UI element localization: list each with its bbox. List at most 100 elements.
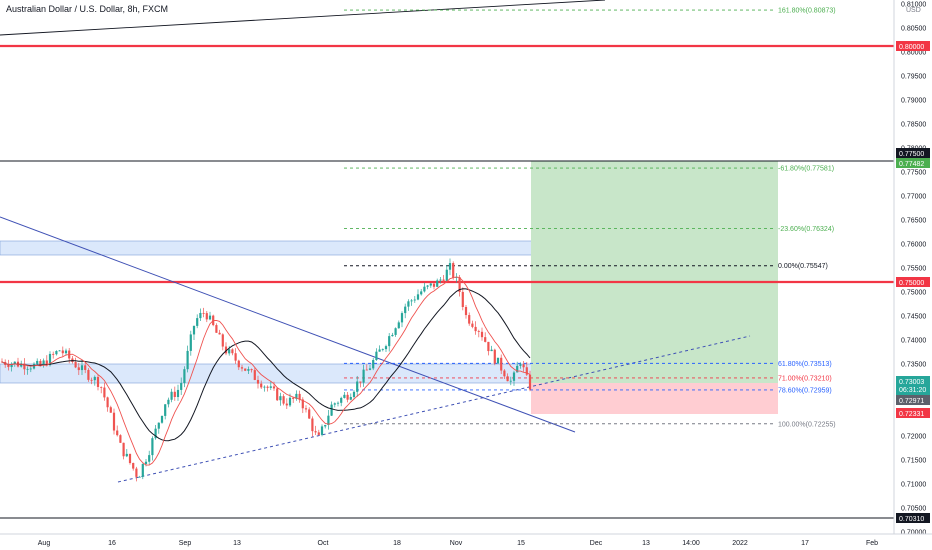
candle-body	[464, 307, 468, 316]
candle-body	[74, 362, 77, 368]
fib-level-label: 100.00%(0.72255)	[778, 421, 836, 428]
candle-body	[119, 435, 122, 443]
candle-body	[48, 353, 52, 366]
candle-body	[154, 428, 157, 439]
candle-body	[468, 315, 471, 324]
candle-body	[64, 350, 68, 354]
candle-body	[84, 365, 87, 370]
price-tick-label: 0.74000	[901, 338, 926, 345]
candle-body	[461, 291, 464, 308]
time-tick-label: 2022	[732, 540, 748, 547]
candle-body	[263, 386, 266, 388]
price-tick-label: 0.75000	[901, 290, 926, 297]
time-tick-label: Aug	[38, 540, 51, 547]
candle-body	[106, 397, 109, 408]
price-tick-label: 0.80000	[901, 50, 926, 57]
candle-body	[356, 381, 359, 392]
fib-level-label: -23.60%(0.76324)	[778, 226, 834, 233]
candle-body	[93, 376, 96, 381]
time-tick-label: Dec	[590, 540, 603, 547]
candle-body	[420, 291, 423, 295]
candle-body	[244, 368, 247, 371]
candle-body	[410, 300, 413, 302]
candle-body	[109, 407, 112, 413]
price-tick-label: 0.75500	[901, 266, 926, 273]
candle-body	[528, 374, 532, 390]
candle-body	[183, 369, 186, 384]
candle-body	[240, 367, 244, 369]
candle-body	[116, 430, 119, 436]
candle-body	[314, 431, 317, 433]
candle-body	[234, 353, 237, 361]
candle-body	[276, 388, 279, 401]
time-tick-label: Nov	[450, 540, 463, 547]
candle-body	[493, 349, 496, 364]
time-tick-label: Oct	[318, 540, 329, 547]
candle-body	[295, 393, 298, 399]
candle-body	[388, 336, 391, 347]
candle-body	[525, 367, 528, 375]
candle-body	[170, 391, 173, 400]
candle-body	[176, 389, 180, 398]
candle-body	[394, 328, 397, 335]
candle-body	[167, 399, 170, 405]
candle-body	[429, 283, 432, 286]
price-tick-label: 0.78500	[901, 122, 926, 129]
candle-body	[45, 360, 48, 366]
candle-body	[189, 334, 192, 351]
candle-body	[343, 394, 346, 398]
candle-body	[500, 357, 503, 371]
candle-body	[445, 269, 448, 281]
moving-average-fast	[1, 276, 531, 466]
candle-body	[141, 463, 144, 477]
svg-text:0.70310: 0.70310	[899, 516, 924, 523]
candle-body	[384, 346, 388, 350]
price-axis[interactable]	[894, 0, 932, 534]
last-price-tag: 0.73003 06:31:20	[896, 376, 930, 395]
price-tag-07748: 0.77482	[896, 158, 930, 168]
candle-body	[157, 422, 160, 429]
price-tick-label: 0.74500	[901, 314, 926, 321]
candle-body	[346, 394, 349, 400]
candle-body	[256, 379, 260, 384]
candle-body	[20, 363, 23, 367]
candle-body	[90, 379, 93, 381]
candle-body	[42, 360, 45, 366]
price-tag-0775: 0.77500	[896, 148, 930, 158]
candle-body	[253, 370, 256, 380]
price-tick-label: 0.79500	[901, 74, 926, 81]
price-tick-label: 0.73500	[901, 362, 926, 369]
candle-body	[404, 306, 407, 314]
time-tick-label: Sep	[179, 540, 192, 547]
candle-body	[391, 334, 394, 337]
price-tick-label: 0.70000	[901, 530, 926, 537]
candle-body	[413, 299, 416, 301]
candle-body	[378, 349, 381, 352]
candle-body	[474, 326, 477, 332]
demand-zone-lower	[0, 363, 536, 384]
svg-text:0.73003: 0.73003	[899, 379, 924, 386]
candle-body	[80, 365, 84, 371]
candle-body	[215, 325, 218, 333]
candle-body	[288, 397, 292, 406]
candle-body	[292, 397, 295, 399]
candle-body	[87, 369, 90, 380]
fib-level-label: -61.80%(0.77581)	[778, 166, 834, 173]
candle-body	[522, 364, 525, 368]
candle-body	[372, 360, 375, 369]
fib-level-label: 0.00%(0.75547)	[778, 263, 828, 270]
time-axis[interactable]	[0, 534, 932, 550]
candle-body	[320, 426, 324, 435]
svg-text:0.77482: 0.77482	[899, 161, 924, 168]
fib-level-label: 71.00%(0.73210)	[778, 375, 832, 382]
candle-body	[247, 369, 250, 371]
candle-body	[36, 360, 39, 364]
candle-body	[330, 404, 333, 416]
candle-body	[218, 332, 221, 335]
time-tick-label: 17	[801, 540, 809, 547]
candle-body	[432, 283, 436, 287]
fibonacci-levels: 161.80%(0.80873) -61.80%(0.77581) -23.60%(…	[344, 8, 836, 428]
candle-body	[333, 403, 336, 405]
time-tick-label: 13	[642, 540, 650, 547]
